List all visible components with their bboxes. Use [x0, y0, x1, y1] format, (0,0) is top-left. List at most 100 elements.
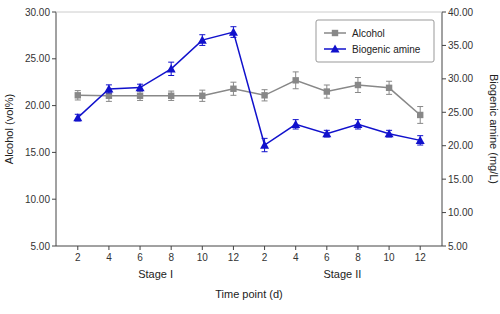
y-tick [52, 12, 56, 13]
error-cap [355, 77, 361, 78]
x-tick [357, 246, 358, 250]
error-cap [293, 129, 299, 130]
error-bar [168, 91, 174, 100]
x-tick-label: 12 [228, 252, 240, 263]
error-cap [106, 92, 112, 93]
y2-tick [442, 45, 446, 46]
y2-tick-label: 40.00 [448, 7, 473, 18]
error-cap [168, 75, 174, 76]
plot-area [73, 27, 424, 152]
marker [75, 92, 81, 98]
marker [137, 93, 143, 99]
y2-tick-label: 35.00 [448, 40, 473, 51]
error-cap [168, 91, 174, 92]
x-tick-label: 6 [137, 252, 143, 263]
series [75, 72, 424, 123]
marker [355, 82, 361, 88]
x-tick [77, 246, 78, 250]
error-cap [106, 101, 112, 102]
y2-tick-label: 5.00 [448, 241, 468, 252]
chart: 5.0010.0015.0020.0025.0030.005.0010.0015… [0, 0, 500, 314]
x-tick-label: 6 [324, 252, 330, 263]
y2-axis [442, 12, 443, 246]
x-tick-label: 2 [262, 252, 268, 263]
legend-label: Biogenic amine [352, 44, 421, 55]
x-tick [140, 246, 141, 250]
marker [322, 129, 331, 137]
x-tick [264, 246, 265, 250]
legend-box [316, 20, 434, 62]
y-tick-label: 20.00 [25, 100, 50, 111]
error-cap [355, 129, 361, 130]
marker [324, 88, 330, 94]
error-cap [293, 71, 299, 72]
y2-tick-label: 15.00 [448, 174, 473, 185]
y-axis [56, 12, 57, 246]
error-cap [168, 100, 174, 101]
x-tick-label: 10 [197, 252, 209, 263]
marker [385, 129, 394, 137]
marker [291, 120, 300, 128]
error-cap [137, 100, 143, 101]
x-tick [295, 246, 296, 250]
error-bar [417, 107, 423, 124]
error-cap [386, 81, 392, 82]
error-bar [293, 72, 299, 89]
x-tick [171, 246, 172, 250]
error-bar [75, 91, 81, 100]
x-tick-label: 2 [75, 252, 81, 263]
error-cap [417, 123, 423, 124]
marker [260, 141, 269, 149]
x-tick [108, 246, 109, 250]
y2-tick-label: 20.00 [448, 140, 473, 151]
error-cap [293, 88, 299, 89]
y-tick [52, 105, 56, 106]
line [78, 32, 420, 145]
y-tick [52, 199, 56, 200]
y-tick-label: 30.00 [25, 7, 50, 18]
legend: Alcohol Biogenic amine [316, 20, 434, 62]
error-cap [262, 151, 268, 152]
error-cap [230, 26, 236, 27]
error-bar [324, 85, 330, 98]
error-cap [199, 90, 205, 91]
y-tick-label: 10.00 [25, 194, 50, 205]
error-cap [417, 145, 423, 146]
error-cap [230, 82, 236, 83]
series [73, 27, 424, 152]
error-bar [230, 82, 236, 95]
legend-label: Alcohol [352, 28, 385, 39]
error-cap [386, 94, 392, 95]
y-tick [52, 246, 56, 247]
error-bar [199, 90, 205, 101]
x-tick-label: 8 [355, 252, 361, 263]
error-cap [262, 138, 268, 139]
y2-tick [442, 212, 446, 213]
x-tick-label: 4 [106, 252, 112, 263]
x-tick [202, 246, 203, 250]
y2-tick [442, 112, 446, 113]
y-tick [52, 152, 56, 153]
marker [261, 92, 267, 98]
marker [353, 120, 362, 128]
error-cap [199, 101, 205, 102]
plot-frame [56, 12, 442, 13]
marker [168, 93, 174, 99]
y-tick-label: 15.00 [25, 147, 50, 158]
y2-tick [442, 78, 446, 79]
x-axis [56, 246, 442, 247]
marker [136, 83, 145, 91]
y2-tick [442, 179, 446, 180]
x-tick [389, 246, 390, 250]
error-cap [75, 99, 81, 100]
legend-marker [331, 45, 340, 53]
error-cap [199, 45, 205, 46]
error-bar [262, 90, 268, 101]
y-tick-label: 5.00 [31, 241, 51, 252]
marker [416, 136, 425, 144]
marker [229, 28, 238, 36]
x-axis-label: Time point (d) [215, 288, 282, 300]
y2-tick [442, 145, 446, 146]
y2-axis-label: Biogenic amine (mg/L) [488, 74, 500, 184]
error-bar [137, 91, 143, 100]
